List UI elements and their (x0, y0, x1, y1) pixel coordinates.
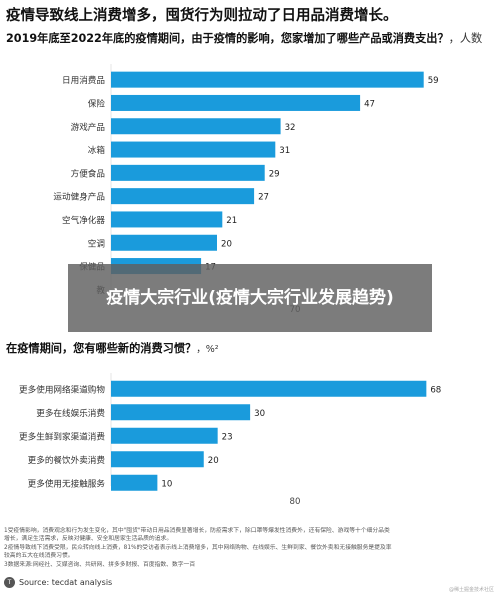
footnote-line: 3数据来源:网经社、艾媒咨询、共研网、拼多多财报、百度指数、数字一百 (4, 561, 196, 568)
footnote-line: 较高的五大在线消费习惯。 (4, 553, 74, 560)
chart1-bar (111, 141, 276, 158)
chart1-category-label: 空气净化器 (62, 214, 105, 226)
watermark: @稀土掘金技术社区 (448, 587, 494, 593)
chart1-unit: ，人数 (448, 32, 483, 45)
chart1-bar (111, 164, 265, 181)
chart2-category-label: 更多使用无接触服务 (28, 477, 106, 489)
chart2-value-label: 23 (222, 432, 233, 442)
chart1-title: 2019年底至2022年底的疫情期间，由于疫情的影响，您家增加了哪些产品或消费支… (6, 30, 496, 46)
chart1-value-label: 29 (269, 169, 280, 179)
overlay-title: 疫情大宗行业(疫情大宗行业发展趋势) (106, 288, 394, 308)
title-overlay: 疫情大宗行业(疫情大宗行业发展趋势) (68, 264, 432, 332)
chart2-unit: ，%² (196, 344, 219, 355)
chart1-value-label: 59 (428, 76, 439, 86)
chart2-bar (111, 404, 251, 421)
source-text: Source: tecdat analysis (19, 577, 113, 587)
chart2-category-label: 更多在线娱乐消费 (36, 407, 105, 419)
chart1-bar (111, 71, 424, 88)
chart1-value-label: 47 (364, 99, 375, 109)
chart2-value-label: 20 (208, 456, 219, 466)
chart2-title: 在疫情期间，您有哪些新的消费习惯？，%² (6, 340, 496, 356)
footnotes: 1受疫情影响，消费观念和行为发生变化，其中"囤货"带动日用品消费显著增长，防疫需… (4, 527, 492, 569)
chart2-category-label: 更多使用网络渠道购物 (19, 383, 105, 395)
chart1-value-label: 27 (258, 193, 269, 203)
chart1-bar (111, 188, 255, 205)
tecdat-logo-icon: T (4, 576, 15, 588)
footnote-line: 增长，满足生活需求，反映对健康、安全和居家生活品质的追求。 (4, 536, 173, 543)
chart1-category-label: 空调 (88, 237, 105, 249)
chart1-value-label: 21 (226, 216, 237, 226)
chart2-category-label: 更多生鲜到家渠道消费 (19, 430, 105, 442)
headline: 疫情导致线上消费增多，囤货行为则拉动了日用品消费增长。 (6, 8, 398, 24)
chart1-value-label: 31 (279, 146, 290, 156)
chart1-category-label: 保险 (88, 97, 106, 109)
chart1-bar (111, 234, 217, 251)
chart2-bar (111, 380, 427, 397)
chart1-category-label: 日用消费品 (62, 74, 105, 86)
chart2-bar (111, 451, 204, 468)
chart1-value-label: 20 (221, 239, 232, 249)
chart1-category-label: 方便食品 (71, 167, 105, 179)
chart2-x-tick-label: 80 (290, 497, 301, 507)
footnote-line: 2疫情导致线下消费受限，民众转向线上消费，81%的受访者表示线上消费增多，其中网… (4, 544, 392, 551)
chart2-value-label: 30 (254, 409, 265, 419)
chart1-title-text: 2019年底至2022年底的疫情期间，由于疫情的影响，您家增加了哪些产品或消费支… (6, 32, 449, 45)
chart1-value-label: 32 (285, 123, 296, 133)
chart2-category-label: 更多的餐饮外卖消费 (28, 454, 106, 466)
chart2-bar (111, 474, 158, 491)
footnote-line: 1受疫情影响，消费观念和行为发生变化，其中"囤货"带动日用品消费显著增长，防疫需… (4, 528, 390, 534)
chart1-category-label: 游戏产品 (71, 121, 105, 133)
chart1-bar (111, 211, 223, 228)
chart1-category-label: 冰箱 (88, 144, 106, 156)
source-line: T Source: tecdat analysis (4, 575, 112, 589)
chart2-bar (111, 427, 218, 444)
chart2-title-text: 在疫情期间，您有哪些新的消费习惯？ (6, 342, 197, 355)
chart1-category-label: 运动健身产品 (53, 191, 105, 203)
chart1-bar (111, 94, 361, 111)
chart1-bar (111, 118, 281, 135)
chart2-value-label: 68 (430, 385, 441, 395)
chart2-value-label: 10 (161, 479, 172, 489)
